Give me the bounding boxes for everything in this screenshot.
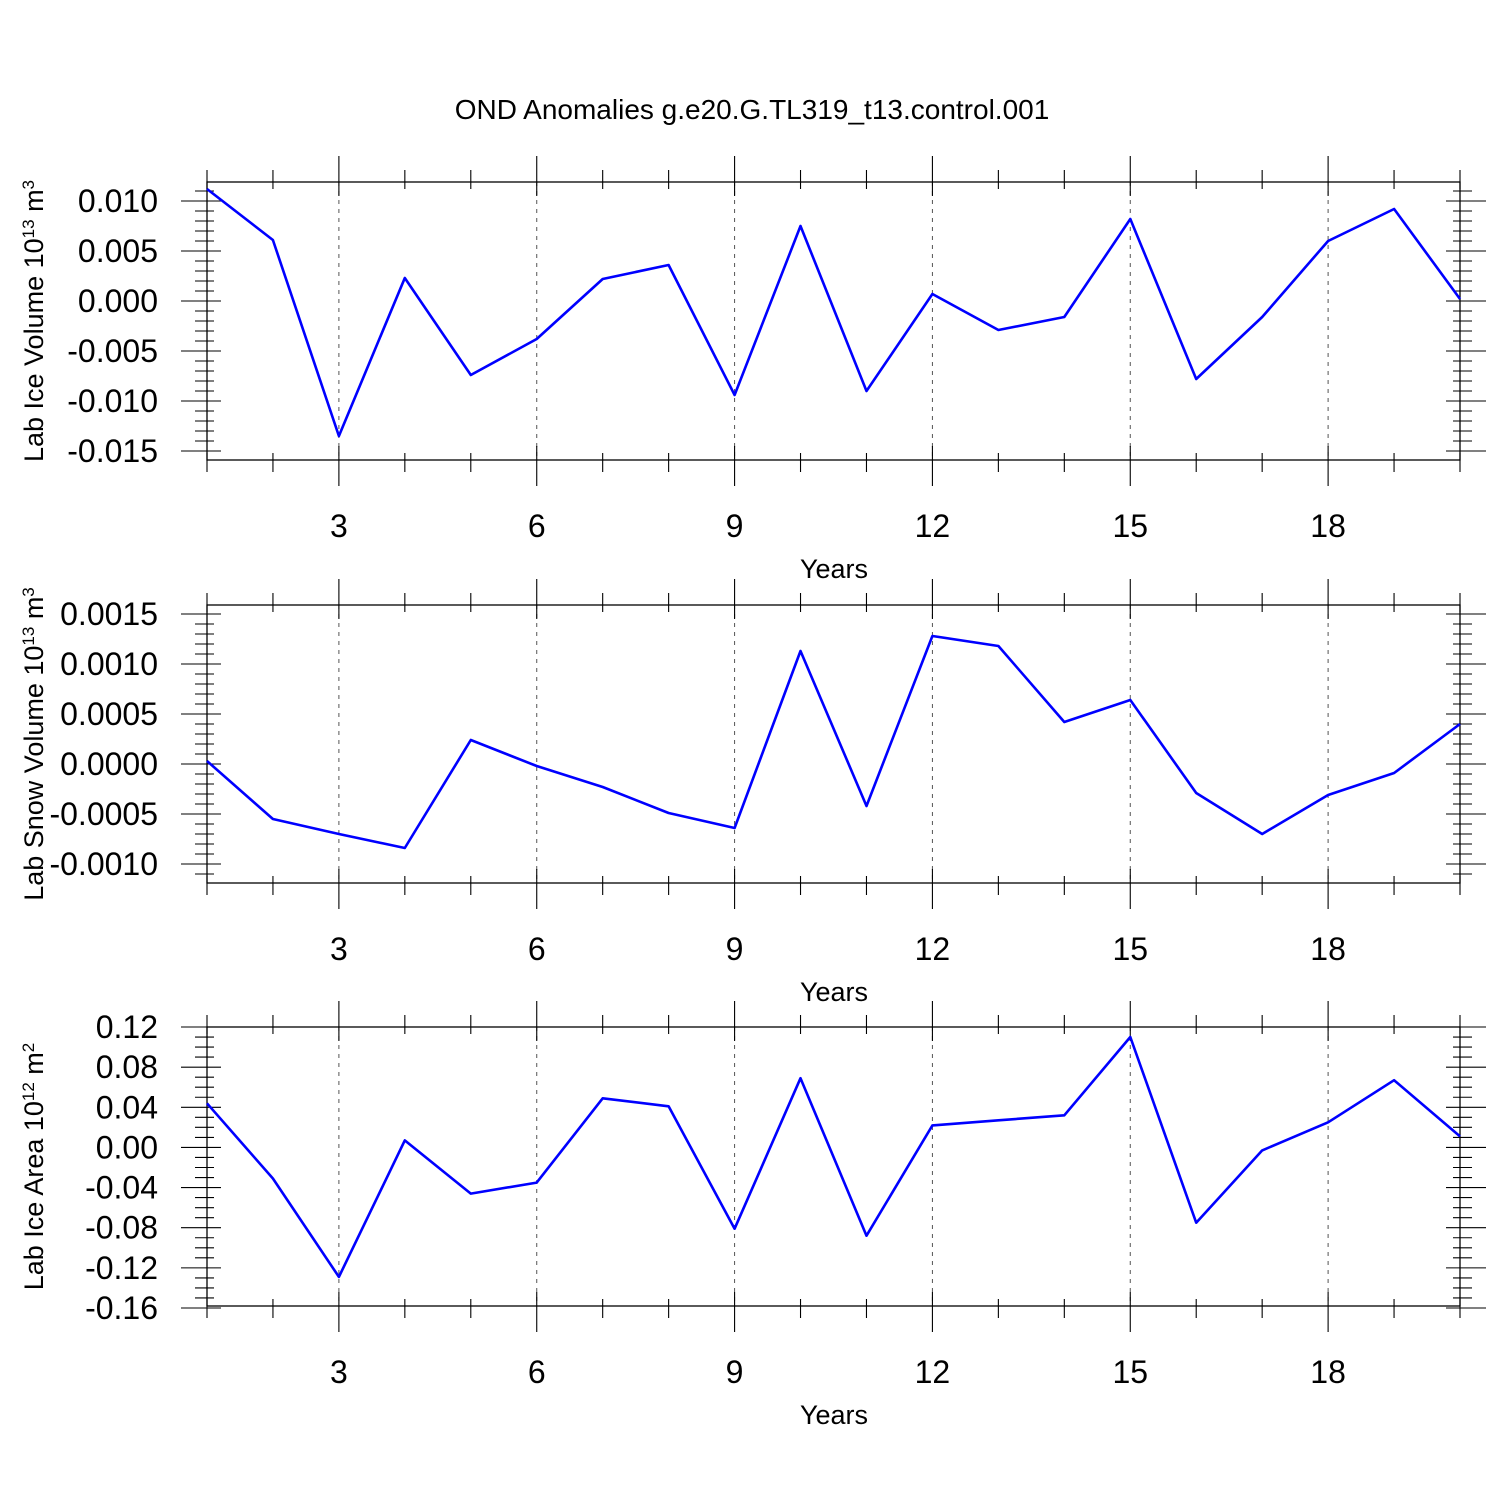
y-tick-label: 0.0005 (60, 696, 158, 732)
y-tick-label: -0.0010 (49, 846, 158, 882)
x-tick-label: 12 (915, 508, 951, 544)
x-tick-label: 18 (1310, 931, 1346, 967)
x-tick-label: 18 (1310, 508, 1346, 544)
y-tick-label: -0.12 (85, 1250, 158, 1286)
plot-frame (206, 604, 1461, 884)
y-axis-title-superscript: 3 (19, 180, 38, 189)
panel-3: 0.12 0.08 0.04 0.00 -0.04 -0.08 -0.12 -0.16 3 6 9 1… (19, 1001, 1486, 1430)
y-tick-label: 0.000 (78, 283, 158, 319)
x-axis-title: Years (800, 977, 868, 1007)
panel-2: 0.0015 0.0010 0.0005 0.0000 -0.0005 -0.0010 3 6… (19, 579, 1486, 1007)
y-axis-title: Lab Ice Volume 1013 m3 (19, 180, 50, 462)
y-tick-label: -0.005 (67, 333, 158, 369)
x-tick-label: 18 (1310, 1354, 1346, 1390)
y-axis-title-superscript: 13 (19, 219, 38, 238)
series-line (206, 187, 1462, 438)
y-tick-label: -0.04 (85, 1170, 158, 1206)
x-tick-label: 9 (726, 931, 744, 967)
y-tick-label: 0.00 (96, 1129, 158, 1165)
x-tick-label: 3 (330, 1354, 348, 1390)
y-axis-title: Lab Snow Volume 1013 m3 (19, 587, 50, 901)
x-tick-label: 3 (330, 508, 348, 544)
y-axis-title-part: m (19, 597, 49, 627)
y-axis-title-part: Lab Ice Volume 10 (19, 238, 49, 462)
x-tick-label: 9 (726, 1354, 744, 1390)
y-tick-label: -0.08 (85, 1210, 158, 1246)
x-tick-label: 12 (915, 1354, 951, 1390)
chart-panels: 0.010 0.005 0.000 -0.005 -0.010 -0.015 3 6 9 12 15… (19, 156, 1486, 1430)
x-tick-label: 6 (528, 1354, 546, 1390)
x-axis-title: Years (800, 1400, 868, 1430)
y-tick-label: -0.0005 (49, 796, 158, 832)
y-axis-title-part: m (19, 1052, 49, 1082)
y-tick-label: 0.04 (96, 1089, 158, 1125)
x-tick-label: 3 (330, 931, 348, 967)
y-tick-label: -0.16 (85, 1290, 158, 1326)
x-tick-label: 15 (1112, 508, 1148, 544)
y-tick-label: -0.015 (67, 433, 158, 469)
x-tick-label: 6 (528, 508, 546, 544)
y-tick-label: 0.12 (96, 1009, 158, 1045)
x-tick-label: 15 (1112, 931, 1148, 967)
y-tick-label: 0.0015 (60, 596, 158, 632)
y-axis-title-superscript: 12 (19, 1082, 38, 1101)
y-tick-label: -0.010 (67, 383, 158, 419)
series-line (206, 634, 1461, 850)
y-axis-title-part: Lab Ice Area 10 (19, 1101, 49, 1290)
x-tick-label: 15 (1112, 1354, 1148, 1390)
y-axis-title: Lab Ice Area 1012 m2 (19, 1043, 50, 1291)
y-tick-label: 0.0000 (60, 746, 158, 782)
y-tick-label: 0.08 (96, 1049, 158, 1085)
x-tick-label: 6 (528, 931, 546, 967)
y-axis-title-superscript: 3 (19, 587, 38, 596)
y-axis-title-superscript: 2 (19, 1043, 38, 1052)
series-line (206, 1035, 1461, 1279)
y-axis-title-superscript: 13 (19, 627, 38, 646)
plot-frame (206, 1026, 1461, 1307)
chart-title: OND Anomalies g.e20.G.TL319_t13.control.… (455, 94, 1050, 125)
y-axis-title-part: m (19, 189, 49, 219)
panel-1: 0.010 0.005 0.000 -0.005 -0.010 -0.015 3 6 9 12 15… (19, 156, 1486, 584)
y-axis-title-part: Lab Snow Volume 10 (19, 646, 49, 901)
y-tick-label: 0.010 (78, 183, 158, 219)
plot-frame (206, 181, 1461, 461)
y-tick-label: 0.005 (78, 233, 158, 269)
y-tick-label: 0.0010 (60, 646, 158, 682)
x-tick-label: 12 (915, 931, 951, 967)
x-tick-label: 9 (726, 508, 744, 544)
x-axis-title: Years (800, 554, 868, 584)
